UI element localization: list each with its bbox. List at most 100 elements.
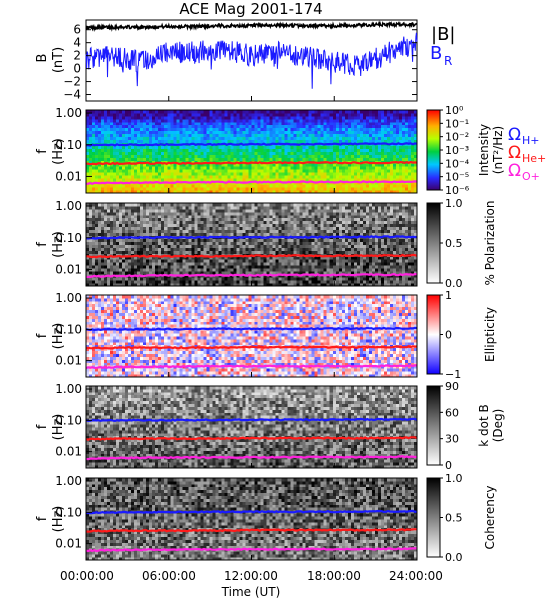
heatmap-cell: [362, 136, 367, 141]
heatmap-cell: [89, 226, 93, 231]
heatmap-cell: [173, 283, 177, 287]
heatmap-cell: [197, 154, 201, 158]
heatmap-cell: [332, 151, 337, 155]
heatmap-cell: [143, 229, 147, 234]
heatmap-cell: [353, 127, 358, 132]
heatmap-cell: [212, 154, 216, 158]
heatmap-cell: [203, 154, 207, 158]
heatmap-cell: [206, 184, 210, 188]
heatmap-cell: [143, 238, 147, 242]
heatmap-cell: [335, 112, 340, 117]
heatmap-cell: [146, 226, 150, 231]
heatmap-cell: [347, 154, 352, 158]
heatmap-cell: [338, 110, 343, 114]
heatmap-cell: [179, 223, 183, 228]
heatmap-cell: [206, 136, 210, 141]
heatmap-cell: [344, 172, 349, 176]
heatmap-cell: [173, 223, 177, 228]
heatmap-cell: [302, 127, 307, 132]
heatmap-cell: [263, 208, 267, 213]
heatmap-cell: [176, 118, 180, 123]
heatmap-cell: [335, 133, 340, 138]
heatmap-cell: [167, 205, 171, 210]
heatmap-cell: [260, 172, 264, 176]
heatmap-cell: [263, 256, 267, 260]
heatmap-cell: [140, 160, 144, 164]
heatmap-cell: [104, 133, 108, 138]
heatmap-cell: [296, 130, 301, 135]
heatmap-cell: [176, 172, 180, 176]
heatmap-cell: [152, 184, 156, 188]
heatmap-cell: [92, 169, 96, 173]
heatmap-cell: [182, 118, 186, 123]
heatmap-cell: [329, 175, 334, 179]
heatmap-cell: [296, 133, 301, 138]
heatmap-cell: [116, 259, 120, 263]
heatmap-cell: [92, 271, 96, 275]
heatmap-cell: [224, 247, 228, 251]
heatmap-cell: [275, 121, 279, 126]
legend-br: B: [430, 43, 442, 64]
heatmap-cell: [368, 136, 373, 141]
heatmap-cell: [125, 124, 129, 129]
heatmap-cell: [113, 280, 117, 284]
heatmap-cell: [266, 223, 270, 228]
heatmap-cell: [347, 139, 352, 143]
heatmap-cell: [371, 121, 376, 126]
heatmap-cell: [107, 280, 111, 284]
heatmap-cell: [152, 130, 156, 135]
heatmap-cell: [173, 151, 177, 155]
heatmap-cell: [254, 280, 258, 284]
heatmap-cell: [254, 127, 258, 132]
heatmap-cell: [173, 247, 177, 251]
heatmap-cell: [296, 178, 301, 182]
heatmap-cell: [122, 262, 126, 266]
heatmap-cell: [287, 110, 292, 114]
heatmap-cell: [197, 157, 201, 161]
heatmap-cell: [257, 133, 261, 138]
heatmap-cell: [233, 271, 237, 275]
heatmap-cell: [239, 121, 243, 126]
heatmap-cell: [134, 271, 138, 275]
heatmap-cell: [185, 178, 189, 182]
heatmap-cell: [233, 136, 237, 141]
heatmap-cell: [272, 145, 276, 149]
heatmap-cell: [335, 124, 340, 129]
heatmap-cell: [281, 211, 285, 216]
heatmap-cell: [245, 259, 249, 263]
heatmap-cell: [212, 172, 216, 176]
heatmap-cell: [227, 118, 231, 123]
heatmap-cell: [197, 250, 201, 254]
heatmap-cell: [125, 211, 129, 216]
heatmap-cell: [182, 223, 186, 228]
heatmap-cell: [152, 262, 156, 266]
heatmap-cell: [380, 110, 385, 114]
heatmap-cell: [272, 223, 276, 228]
heatmap-cell: [152, 208, 156, 213]
heatmap-cell: [302, 133, 307, 138]
heatmap-cell: [110, 229, 114, 234]
heatmap-cell: [185, 217, 189, 222]
heatmap-cell: [239, 166, 243, 170]
heatmap-cell: [116, 115, 120, 120]
heatmap-cell: [320, 175, 325, 179]
heatmap-cell: [233, 220, 237, 225]
heatmap-cell: [410, 139, 415, 143]
heatmap-cell: [218, 262, 222, 266]
heatmap-cell: [260, 124, 264, 129]
heatmap-cell: [383, 112, 388, 117]
heatmap-cell: [119, 250, 123, 254]
heatmap-cell: [263, 157, 267, 161]
heatmap-cell: [398, 145, 403, 149]
heatmap-cell: [260, 208, 264, 213]
heatmap-cell: [104, 148, 108, 152]
heatmap-cell: [86, 160, 90, 164]
heatmap-cell: [131, 217, 135, 222]
heatmap-cell: [404, 175, 409, 179]
heatmap-cell: [152, 253, 156, 257]
heatmap-cell: [113, 124, 117, 129]
heatmap-cell: [257, 110, 261, 114]
heatmap-cell: [275, 241, 279, 245]
